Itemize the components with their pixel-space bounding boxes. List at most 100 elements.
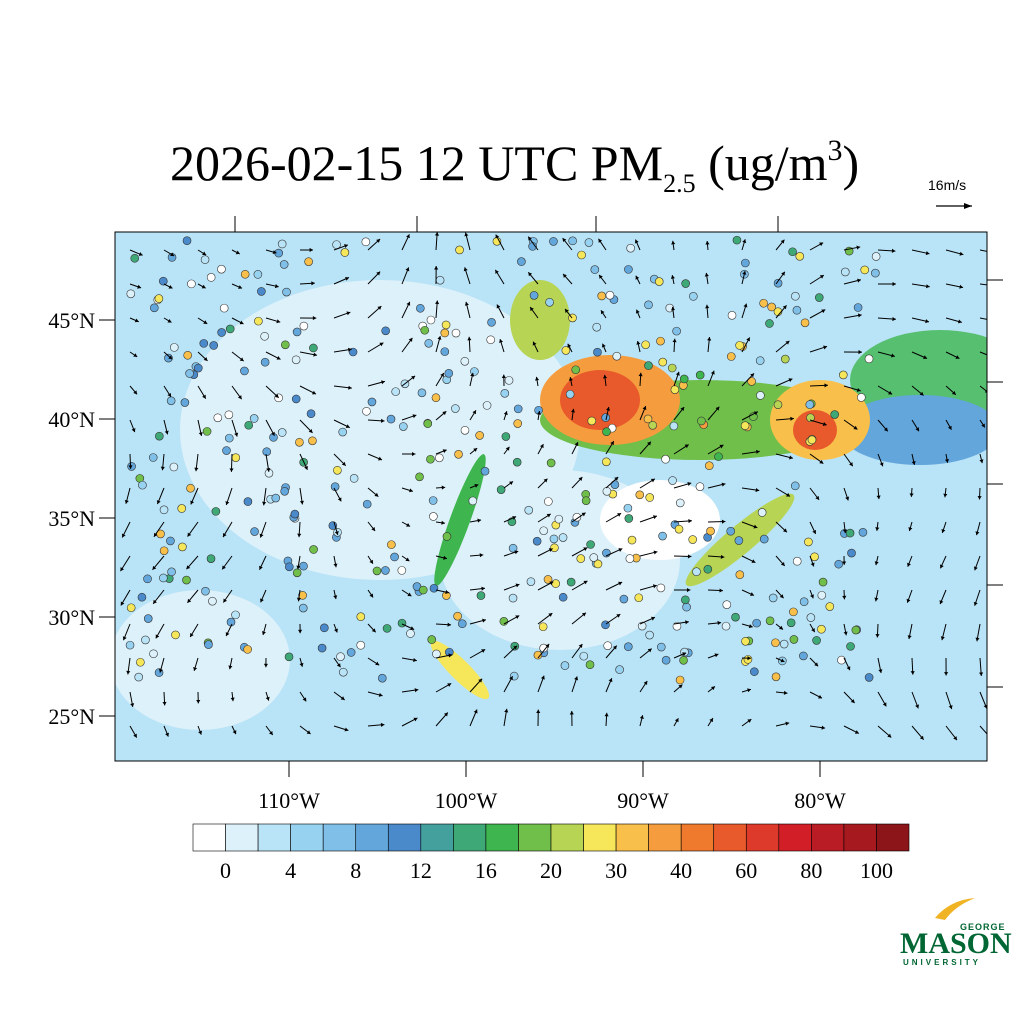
wind-arrowhead (334, 531, 339, 535)
wind-arrowhead (909, 493, 914, 497)
site-marker (291, 394, 301, 404)
wind-arrowhead (919, 391, 924, 396)
wind-arrowhead (882, 702, 887, 707)
wind-arrowhead (345, 424, 350, 428)
wind-arrowhead (481, 649, 486, 653)
site-marker (695, 370, 705, 380)
colorbar-box (876, 823, 910, 852)
site-marker (167, 567, 176, 577)
wind-arrowhead (412, 451, 416, 457)
wind-arrowhead (312, 316, 317, 321)
site-marker (740, 421, 750, 431)
site-marker (747, 377, 756, 386)
wind-arrowhead (993, 251, 997, 255)
site-marker (791, 291, 800, 301)
site-marker (759, 534, 769, 544)
site-marker (571, 365, 581, 375)
site-marker (845, 528, 855, 538)
site-marker (231, 453, 241, 462)
site-marker (435, 453, 444, 463)
wind-arrowhead (891, 248, 896, 253)
site-marker (159, 505, 169, 515)
site-marker (499, 617, 509, 626)
wind-arrowhead (435, 300, 440, 305)
wind-arrowhead (947, 425, 952, 430)
site-marker (382, 624, 392, 633)
wind-arrowhead (614, 476, 619, 481)
site-marker (361, 237, 371, 247)
colorbar-label: 0 (220, 858, 231, 883)
wind-arrowhead (133, 733, 137, 738)
wind-arrowhead (959, 284, 964, 289)
wind-arrowhead (153, 532, 158, 537)
site-marker (623, 503, 633, 513)
site-marker (645, 493, 655, 502)
site-marker (837, 655, 846, 665)
wind-arrowhead (445, 589, 450, 595)
site-marker (397, 566, 407, 575)
wind-arrowhead (911, 461, 916, 465)
site-marker (440, 347, 450, 356)
title: 2026-02-15 12 UTC PM2.5 (ug/m3) (170, 134, 859, 198)
site-marker (577, 250, 586, 260)
site-marker (672, 326, 681, 336)
site-marker (482, 401, 492, 410)
site-marker (243, 497, 253, 506)
wind-arrowhead (721, 519, 726, 524)
wind-arrowhead (262, 501, 267, 506)
wind-arrowhead (535, 376, 540, 381)
wind-arrowhead (539, 444, 544, 449)
colorbar-box (778, 823, 812, 852)
site-marker (150, 303, 159, 313)
title-subscript: 2.5 (663, 169, 696, 198)
site-marker (605, 290, 615, 300)
wind-arrowhead (717, 620, 722, 626)
wind-arrowhead (780, 239, 785, 244)
wind-arrowhead (883, 427, 888, 432)
site-marker (284, 652, 294, 662)
site-marker (688, 535, 697, 544)
site-marker (546, 458, 556, 468)
site-marker (735, 570, 745, 580)
colorbar-box (453, 823, 487, 852)
wind-arrowhead (598, 238, 603, 243)
site-marker (320, 623, 329, 633)
colorbar-box (257, 823, 291, 852)
site-marker (460, 425, 470, 435)
lon-tick-label: 90°W (617, 788, 669, 813)
wind-arrowhead (272, 250, 277, 255)
site-marker (667, 363, 677, 373)
wind-arrowhead (198, 432, 203, 436)
wind-arrowhead (875, 527, 880, 531)
wind-arrowhead (239, 357, 244, 362)
wind-arrowhead (532, 341, 537, 346)
wind-arrowhead (786, 492, 791, 497)
wind-arrowhead (194, 467, 199, 472)
title-text: 2026-02-15 12 UTC PM (170, 135, 663, 191)
wind-arrowhead (196, 699, 201, 704)
wind-arrowhead (152, 565, 157, 570)
site-marker (423, 419, 433, 428)
wind-arrowhead (170, 252, 175, 256)
colorbar-label: 60 (735, 858, 757, 883)
wind-arrowhead (259, 533, 264, 538)
site-marker (428, 496, 438, 505)
site-marker (280, 487, 289, 496)
site-marker (587, 416, 597, 426)
wind-arrowhead (944, 459, 950, 463)
axes: 45°N 40°N 35°N 30°N 25°N 110°W 100°W 90°W 80°W (48, 308, 846, 813)
site-marker (279, 260, 289, 269)
site-marker (517, 257, 526, 266)
wind-arrowhead (843, 631, 848, 636)
site-marker (624, 265, 633, 274)
wind-arrowhead (906, 598, 911, 603)
site-marker (661, 454, 670, 464)
site-marker (420, 325, 430, 335)
wind-arrowhead (379, 342, 384, 347)
wind-arrowhead (225, 501, 230, 506)
wind-arrowhead (405, 267, 410, 272)
wind-vector (979, 351, 987, 356)
wind-arrowhead (158, 668, 163, 673)
site-marker (338, 427, 347, 437)
wind-arrowhead (165, 732, 169, 737)
